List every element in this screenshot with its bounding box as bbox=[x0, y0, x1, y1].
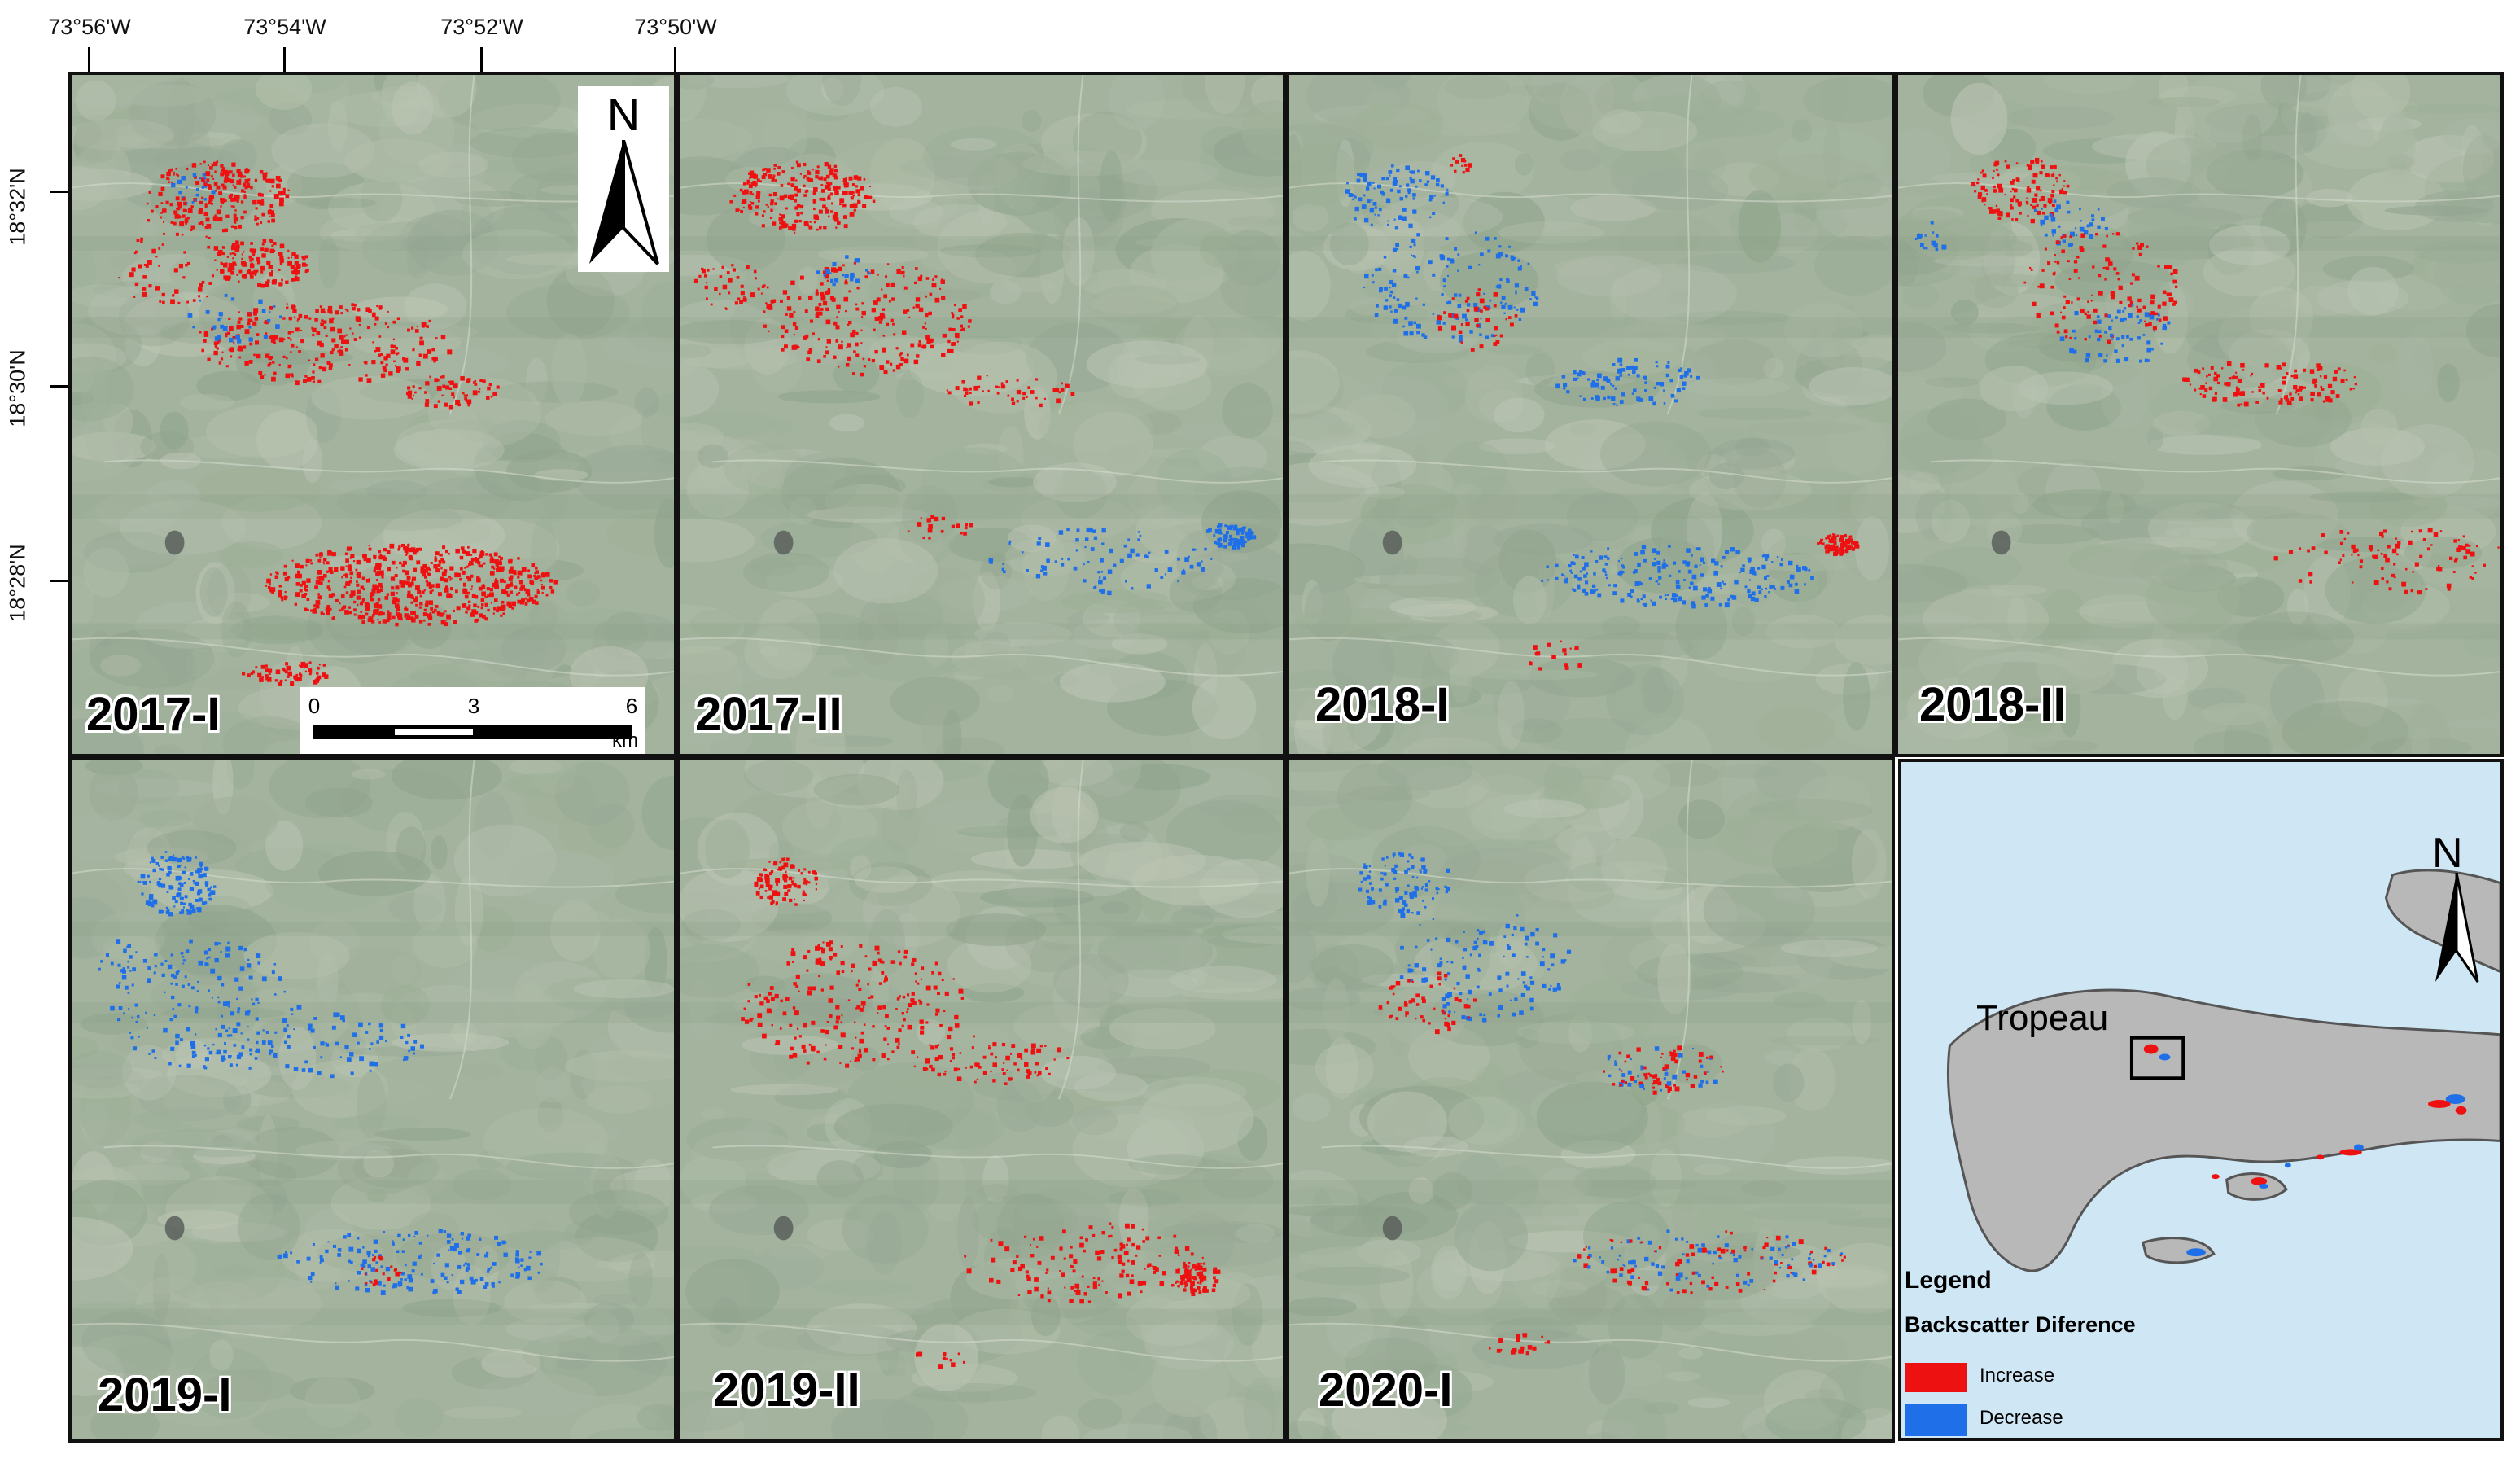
panel-label: 2018-II bbox=[1919, 678, 2067, 731]
latitude-tick bbox=[50, 385, 75, 388]
legend-label-increase: Increase bbox=[1980, 1364, 2055, 1386]
scale-tick-3: 3 bbox=[467, 694, 480, 718]
panel-label: 2018-I bbox=[1315, 678, 1450, 731]
north-arrow-icon bbox=[589, 140, 659, 265]
scale-tick-6: 6 bbox=[625, 694, 638, 718]
inset-north-label: N bbox=[2432, 830, 2463, 877]
place-label-tropeau: Tropeau bbox=[1976, 998, 2109, 1038]
scale-unit: km bbox=[612, 729, 638, 751]
map-panel-2019-II: 2019-II bbox=[677, 757, 1286, 1443]
inset-north-arrow-icon bbox=[2435, 873, 2479, 983]
change-map bbox=[72, 760, 674, 1439]
latitude-label-3: 18°28'N bbox=[5, 544, 30, 622]
change-map bbox=[680, 760, 1283, 1439]
change-map bbox=[72, 75, 674, 754]
longitude-label-4: 73°50'W bbox=[634, 15, 717, 39]
legend-label-decrease: Decrease bbox=[1980, 1407, 2063, 1429]
change-map bbox=[1898, 75, 2500, 754]
latitude-label-2: 18°30'N bbox=[5, 349, 30, 427]
latitude-tick bbox=[50, 580, 75, 582]
scale-bar: 0 3 6 km bbox=[300, 687, 645, 754]
legend-subtitle: Backscatter Diference bbox=[1905, 1312, 2136, 1337]
change-map bbox=[1289, 760, 1892, 1439]
longitude-tick bbox=[283, 47, 286, 72]
longitude-label-3: 73°52'W bbox=[440, 15, 523, 39]
scale-tick-0: 0 bbox=[308, 694, 321, 718]
longitude-tick bbox=[88, 47, 90, 72]
inset-location-map: N Tropeau Legend Backscatter Diference I… bbox=[1898, 759, 2504, 1441]
map-panel-2017-I: N 0 3 6 km 2017-I bbox=[68, 72, 677, 757]
longitude-label-1: 73°56'W bbox=[48, 15, 131, 39]
north-label: N bbox=[606, 89, 641, 140]
panel-label: 2019-I bbox=[98, 1369, 232, 1421]
legend-swatch-increase bbox=[1905, 1363, 1967, 1392]
haiti-land-map bbox=[1946, 869, 2500, 1272]
panel-label: 2017-I bbox=[86, 688, 221, 741]
map-panel-2018-I: 2018-I bbox=[1286, 72, 1895, 757]
longitude-label-2: 73°54'W bbox=[243, 15, 326, 39]
change-map bbox=[1289, 75, 1892, 754]
longitude-tick bbox=[674, 47, 676, 72]
change-map bbox=[680, 75, 1283, 754]
legend-title: Legend bbox=[1905, 1267, 1992, 1294]
latitude-label-1: 18°32'N bbox=[5, 168, 30, 246]
legend-swatch-decrease bbox=[1905, 1404, 1967, 1436]
longitude-tick bbox=[480, 47, 483, 72]
map-panel-2018-II: 2018-II bbox=[1895, 72, 2504, 757]
panel-label: 2020-I bbox=[1319, 1364, 1453, 1417]
map-panel-2020-I: 2020-I bbox=[1286, 757, 1895, 1443]
scale-bar-graphic bbox=[313, 725, 632, 739]
map-panel-2017-II: 2017-II bbox=[677, 72, 1286, 757]
latitude-tick bbox=[50, 191, 75, 193]
north-arrow-box: N bbox=[578, 86, 669, 272]
panel-label: 2017-II bbox=[695, 688, 842, 741]
panel-label: 2019-II bbox=[713, 1364, 860, 1417]
map-panel-2019-I: 2019-I bbox=[68, 757, 677, 1443]
